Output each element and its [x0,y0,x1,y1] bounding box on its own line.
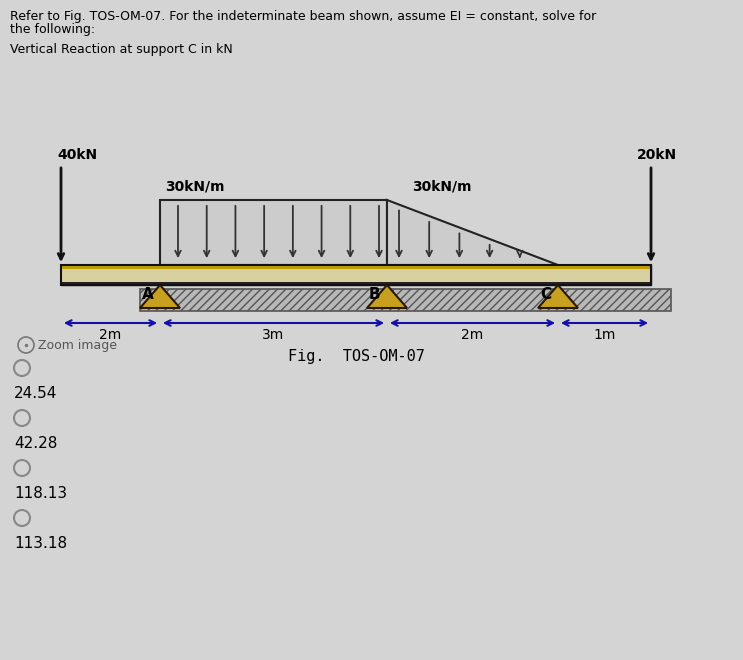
Text: 42.28: 42.28 [14,436,57,451]
Text: 40kN: 40kN [57,148,97,162]
Text: Vertical Reaction at support C in kN: Vertical Reaction at support C in kN [10,43,233,56]
Bar [140,289,671,311]
Text: C: C [540,287,551,302]
Polygon shape [538,285,578,308]
Text: 1m: 1m [594,328,616,342]
Text: 24.54: 24.54 [14,385,57,401]
Text: Refer to Fig. TOS-OM-07. For the indeterminate beam shown, assume EI = constant,: Refer to Fig. TOS-OM-07. For the indeter… [10,10,596,23]
Text: 113.18: 113.18 [14,535,67,550]
Bar [160,200,387,265]
Text: 30kN/m: 30kN/m [165,180,224,194]
Text: 20kN: 20kN [637,148,677,162]
Polygon shape [367,285,407,308]
Polygon shape [140,285,180,308]
Text: 2m: 2m [100,328,122,342]
Bar [61,265,651,285]
Bar [62,268,650,282]
Text: 3m: 3m [262,328,285,342]
Text: 30kN/m: 30kN/m [412,180,472,194]
Bar [61,265,651,285]
Text: the following:: the following: [10,23,95,36]
Text: Fig.  TOS-OM-07: Fig. TOS-OM-07 [288,349,424,364]
Text: 118.13: 118.13 [14,486,67,500]
Text: Zoom image: Zoom image [38,339,117,352]
Text: 2m: 2m [461,328,484,342]
Bar [61,265,651,269]
Polygon shape [387,200,558,265]
Text: B: B [369,287,380,302]
Text: A: A [142,287,154,302]
